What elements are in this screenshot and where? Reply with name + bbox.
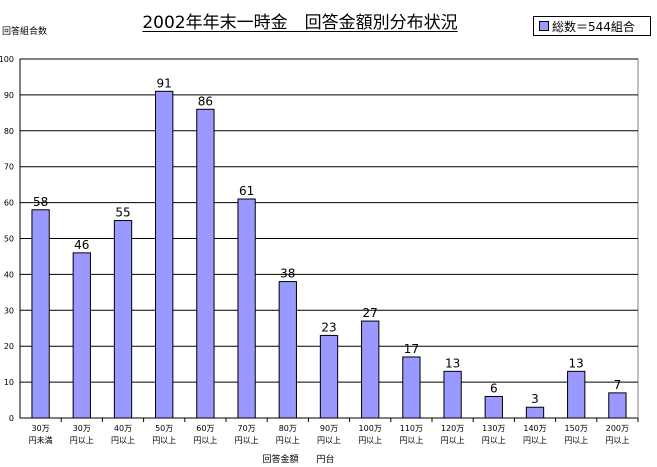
x-tick-label: 30万: [73, 424, 91, 433]
data-label: 23: [321, 320, 336, 334]
data-label: 61: [239, 184, 254, 198]
x-tick-label: 円以上: [441, 436, 465, 445]
data-label: 38: [280, 267, 295, 281]
y-tick-label: 60: [4, 199, 14, 208]
x-tick-label: 150万: [565, 424, 588, 433]
x-tick-label: 円以上: [564, 436, 588, 445]
data-label: 27: [363, 306, 378, 320]
y-tick-label: 0: [9, 414, 14, 423]
y-tick-label: 80: [4, 127, 14, 136]
x-tick-label: 円以上: [482, 436, 506, 445]
x-tick-label: 140万: [523, 424, 546, 433]
x-tick-label: 130万: [482, 424, 505, 433]
x-tick-label: 50万: [155, 424, 173, 433]
x-tick-label: 円以上: [152, 436, 176, 445]
x-tick-label: 60万: [196, 424, 214, 433]
y-tick-label: 100: [0, 55, 14, 64]
x-tick-label: 円以上: [235, 436, 259, 445]
bar: [31, 209, 50, 419]
y-tick-label: 90: [4, 91, 14, 100]
y-tick-label: 50: [4, 235, 14, 244]
bar: [113, 220, 133, 419]
x-tick-label: 円以上: [358, 436, 382, 445]
x-tick-label: 円以上: [70, 436, 94, 445]
bar: [319, 334, 339, 419]
x-tick-label: 70万: [238, 424, 256, 433]
x-tick-label: 円以上: [276, 436, 300, 445]
data-label: 13: [569, 356, 584, 370]
x-tick-label: 円以上: [523, 436, 547, 445]
legend-label: 総数＝544組合: [552, 19, 635, 34]
x-tick-label: 80万: [279, 424, 297, 433]
y-axis-label: 回答組合数: [2, 27, 48, 37]
data-label: 86: [198, 94, 213, 108]
bar: [567, 370, 586, 419]
x-tick-label: 円未満: [29, 435, 53, 445]
bar: [361, 320, 380, 419]
bar: [237, 198, 256, 419]
x-tick-label: 120万: [441, 424, 464, 433]
data-label: 3: [531, 392, 539, 406]
bar: [155, 90, 174, 419]
bar: [484, 395, 503, 419]
bar: [278, 281, 297, 419]
x-tick-label: 円以上: [605, 436, 629, 445]
data-label: 58: [33, 195, 48, 209]
bar: [196, 108, 215, 419]
x-tick-label: 90万: [320, 424, 338, 433]
legend-swatch: [539, 21, 549, 31]
data-label: 13: [445, 356, 460, 370]
y-tick-label: 40: [4, 270, 14, 279]
data-label: 91: [157, 76, 172, 90]
x-tick-label: 110万: [400, 424, 423, 433]
x-tick-label: 40万: [114, 424, 132, 433]
x-tick-label: 200万: [606, 424, 629, 433]
data-label: 17: [404, 342, 419, 356]
y-tick-label: 20: [4, 342, 14, 351]
chart-legend: 総数＝544組合: [533, 16, 651, 36]
bar: [443, 370, 462, 419]
data-label: 6: [490, 381, 498, 395]
chart-title: 2002年年末一時金 回答金額別分布状況: [142, 13, 458, 33]
bar: [402, 356, 421, 419]
x-tick-label: 円以上: [399, 436, 423, 445]
data-label: 7: [614, 378, 622, 392]
x-tick-label: 円以上: [317, 436, 341, 445]
x-tick-label: 30万: [32, 424, 50, 433]
x-tick-label: 円以上: [193, 436, 217, 445]
y-tick-label: 10: [4, 378, 14, 387]
bar: [608, 392, 627, 419]
data-label: 55: [115, 206, 130, 220]
y-tick-label: 30: [4, 306, 14, 315]
x-tick-label: 100万: [359, 424, 382, 433]
bar: [525, 406, 545, 419]
x-axis-label: 回答金額 円台: [262, 455, 335, 465]
data-label: 46: [74, 238, 89, 252]
bar: [72, 252, 91, 419]
x-tick-label: 円以上: [111, 436, 135, 445]
y-tick-label: 70: [4, 163, 14, 172]
